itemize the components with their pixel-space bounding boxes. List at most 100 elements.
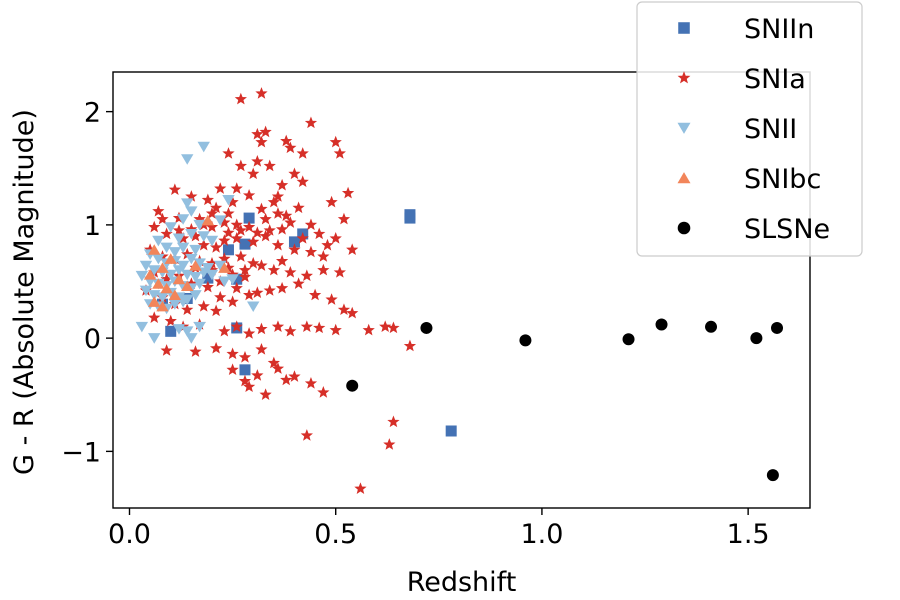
point-snia (259, 125, 272, 138)
point-snii (218, 276, 231, 288)
point-sniin (202, 272, 214, 284)
point-snia (230, 182, 243, 194)
point-snia (403, 339, 417, 352)
point-snia (189, 345, 202, 357)
point-slsne (420, 321, 433, 334)
point-snia (300, 429, 313, 441)
point-snia (267, 263, 280, 276)
point-snia (304, 116, 318, 129)
point-snia (263, 284, 276, 296)
point-snia (234, 250, 247, 262)
point-snibc (152, 278, 165, 289)
legend-items: SNIIn SNIa SNII SNIbc SLSNe (677, 14, 830, 245)
point-snia (255, 135, 268, 148)
point-sniin (243, 212, 255, 224)
point-snia (275, 254, 289, 267)
point-snii (193, 219, 206, 231)
legend: SNIIn SNIa SNII SNIbc SLSNe (636, 1, 863, 257)
legend-marker-snia (677, 71, 691, 84)
point-snia (296, 147, 309, 159)
point-snia (148, 220, 161, 233)
point-snibc (181, 280, 194, 291)
point-snii (197, 141, 210, 153)
point-sniin (239, 364, 251, 376)
point-snia (313, 227, 326, 240)
series-slsne (346, 318, 784, 482)
point-snia (251, 127, 264, 140)
point-snia (296, 232, 309, 244)
legend-label: SLSNe (744, 214, 830, 245)
point-snia (247, 167, 260, 180)
point-snia (300, 269, 313, 282)
point-snia (341, 186, 355, 199)
point-sniin (445, 425, 457, 437)
point-snibc (201, 214, 215, 226)
point-snii (185, 228, 198, 240)
point-snia (255, 202, 268, 215)
point-snii (152, 235, 165, 247)
point-snia (255, 87, 268, 99)
point-snii (197, 231, 210, 242)
point-snia (284, 324, 297, 337)
legend-item-snia: SNIa (677, 64, 806, 95)
point-snia (317, 250, 330, 262)
point-snibc (148, 244, 161, 255)
point-snia (238, 350, 252, 363)
point-slsne (771, 321, 784, 334)
legend-item-snibc: SNIbc (677, 164, 821, 195)
point-slsne (655, 318, 668, 331)
legend-marker-sniin (678, 22, 690, 34)
point-snii (168, 247, 182, 258)
point-snia (201, 193, 214, 206)
point-snibc (156, 300, 169, 312)
point-snia (230, 232, 243, 244)
point-snia (292, 201, 305, 214)
point-snia (263, 224, 276, 236)
point-snia (197, 238, 210, 251)
point-snia (218, 324, 231, 337)
legend-item-sniin: SNIIn (678, 14, 814, 45)
point-snibc (168, 289, 182, 301)
point-snia (333, 147, 346, 159)
point-snia (238, 263, 252, 276)
point-snia (164, 314, 177, 327)
point-snii (222, 195, 235, 206)
point-snii (181, 326, 194, 337)
point-snia (329, 232, 342, 244)
point-snii (156, 292, 169, 303)
point-snia (280, 373, 293, 386)
point-snia (271, 320, 285, 333)
point-snia (226, 295, 239, 308)
point-slsne (622, 333, 635, 346)
point-snii (185, 333, 198, 344)
point-snia (230, 281, 243, 294)
point-snia (238, 374, 252, 387)
point-snii (214, 260, 227, 272)
point-snia (222, 147, 235, 159)
point-snia (362, 323, 375, 336)
point-snibc (156, 262, 169, 273)
point-snia (247, 235, 260, 248)
point-snia (255, 343, 268, 355)
point-snia (172, 224, 186, 236)
point-snia (313, 321, 326, 334)
point-snii (160, 242, 173, 254)
point-snia (346, 306, 359, 319)
point-snii (172, 265, 186, 276)
point-snia (379, 320, 392, 333)
point-snia (234, 159, 247, 172)
point-snia (387, 321, 400, 334)
point-sniin (239, 238, 251, 250)
point-snii (214, 215, 227, 226)
point-snibc (172, 273, 186, 285)
point-snia (160, 344, 173, 356)
legend-label: SNIbc (744, 164, 821, 195)
point-snia (222, 226, 235, 239)
point-snia (271, 207, 285, 219)
y-tick-label: 2 (84, 98, 101, 129)
point-snia (242, 288, 256, 301)
point-snia (247, 256, 260, 269)
point-snia (242, 380, 256, 393)
point-sniin (288, 236, 300, 248)
point-snia (383, 438, 396, 450)
